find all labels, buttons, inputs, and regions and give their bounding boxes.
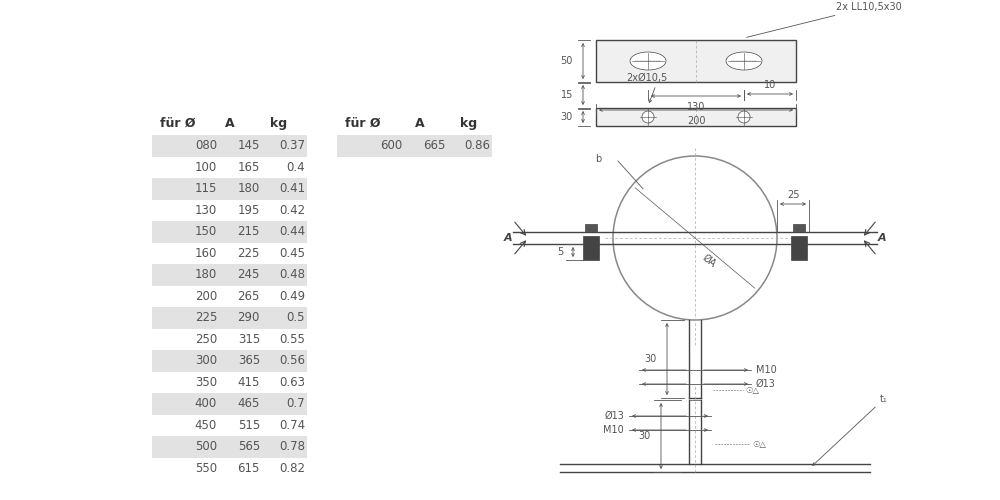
Text: 290: 290 [238,311,260,324]
Text: 0.5: 0.5 [287,311,305,324]
Text: 0.63: 0.63 [279,376,305,389]
Bar [793,224,805,232]
Text: 5: 5 [557,247,563,257]
Text: b: b [595,154,601,164]
Text: M10: M10 [603,425,624,435]
Text: 0.44: 0.44 [279,225,305,238]
Bar [152,221,307,242]
Text: 225: 225 [238,246,260,260]
Bar [152,393,307,414]
Text: 25: 25 [787,190,799,200]
Text: 500: 500 [195,440,217,453]
Text: 0.45: 0.45 [279,246,305,260]
Text: 115: 115 [195,182,217,195]
Text: 400: 400 [195,397,217,410]
Text: 0.82: 0.82 [279,462,305,475]
Text: 0.48: 0.48 [279,268,305,281]
Text: 0.42: 0.42 [279,204,305,217]
Text: Ø13: Ø13 [756,379,776,389]
Text: 265: 265 [238,290,260,302]
Text: A: A [878,233,886,243]
Text: 150: 150 [195,225,217,238]
Text: 450: 450 [195,419,217,432]
Text: 465: 465 [238,397,260,410]
Text: 080: 080 [195,139,217,152]
Text: 0.78: 0.78 [279,440,305,453]
Text: für Ø: für Ø [345,117,380,130]
Text: 315: 315 [238,333,260,346]
Bar [596,40,796,82]
Text: 0.86: 0.86 [464,139,490,152]
Text: 2xØ10,5: 2xØ10,5 [626,73,667,83]
Text: 195: 195 [238,204,260,217]
Circle shape [738,111,750,123]
Bar [337,135,492,156]
Text: A: A [415,117,425,130]
Text: 100: 100 [195,161,217,174]
Text: 550: 550 [195,462,217,475]
Bar [152,307,307,328]
Text: 0.56: 0.56 [279,354,305,367]
Text: 600: 600 [380,139,402,152]
Text: A: A [504,233,512,243]
Text: 415: 415 [238,376,260,389]
Text: 225: 225 [195,311,217,324]
Text: ØA: ØA [700,253,717,270]
Text: Ø13: Ø13 [604,411,624,421]
Text: 0.55: 0.55 [279,333,305,346]
Text: 0.41: 0.41 [279,182,305,195]
Text: 565: 565 [238,440,260,453]
Text: 130: 130 [687,102,705,112]
Bar [791,236,807,260]
Text: 215: 215 [238,225,260,238]
Text: 300: 300 [195,354,217,367]
Text: 30: 30 [645,354,657,364]
Bar [152,178,307,200]
Text: 130: 130 [195,204,217,217]
Circle shape [642,111,654,123]
Text: 2x LL10,5x30: 2x LL10,5x30 [747,2,902,38]
Text: 365: 365 [238,354,260,367]
Text: A: A [225,117,235,130]
Bar [152,436,307,458]
Text: 30: 30 [639,431,651,441]
Text: für Ø: für Ø [160,117,196,130]
Bar [152,264,307,285]
Text: 0.7: 0.7 [286,397,305,410]
Text: ☉△: ☉△ [752,440,766,448]
Bar [152,135,307,156]
Text: 665: 665 [423,139,445,152]
Bar [583,236,599,260]
Text: 165: 165 [238,161,260,174]
Text: 0.4: 0.4 [286,161,305,174]
Text: kg: kg [270,117,287,130]
Text: 200: 200 [687,116,705,126]
Bar [152,350,307,372]
Text: 180: 180 [238,182,260,195]
Text: M10: M10 [756,365,777,375]
Text: 0.74: 0.74 [279,419,305,432]
Text: 160: 160 [195,246,217,260]
Text: 10: 10 [764,80,776,90]
Bar [596,108,796,126]
Text: 0.49: 0.49 [279,290,305,302]
Text: 50: 50 [561,56,573,66]
Text: 615: 615 [238,462,260,475]
Text: 515: 515 [238,419,260,432]
Text: t₁: t₁ [813,394,888,466]
Ellipse shape [726,52,762,70]
Text: 200: 200 [195,290,217,302]
Text: 0.37: 0.37 [279,139,305,152]
Text: 180: 180 [195,268,217,281]
Ellipse shape [630,52,666,70]
Text: 250: 250 [195,333,217,346]
Text: 30: 30 [561,112,573,122]
Text: 350: 350 [195,376,217,389]
Text: ☉△: ☉△ [745,386,759,394]
Text: 15: 15 [561,90,573,100]
Text: kg: kg [460,117,477,130]
Text: 145: 145 [238,139,260,152]
Text: 245: 245 [238,268,260,281]
Bar [585,224,597,232]
